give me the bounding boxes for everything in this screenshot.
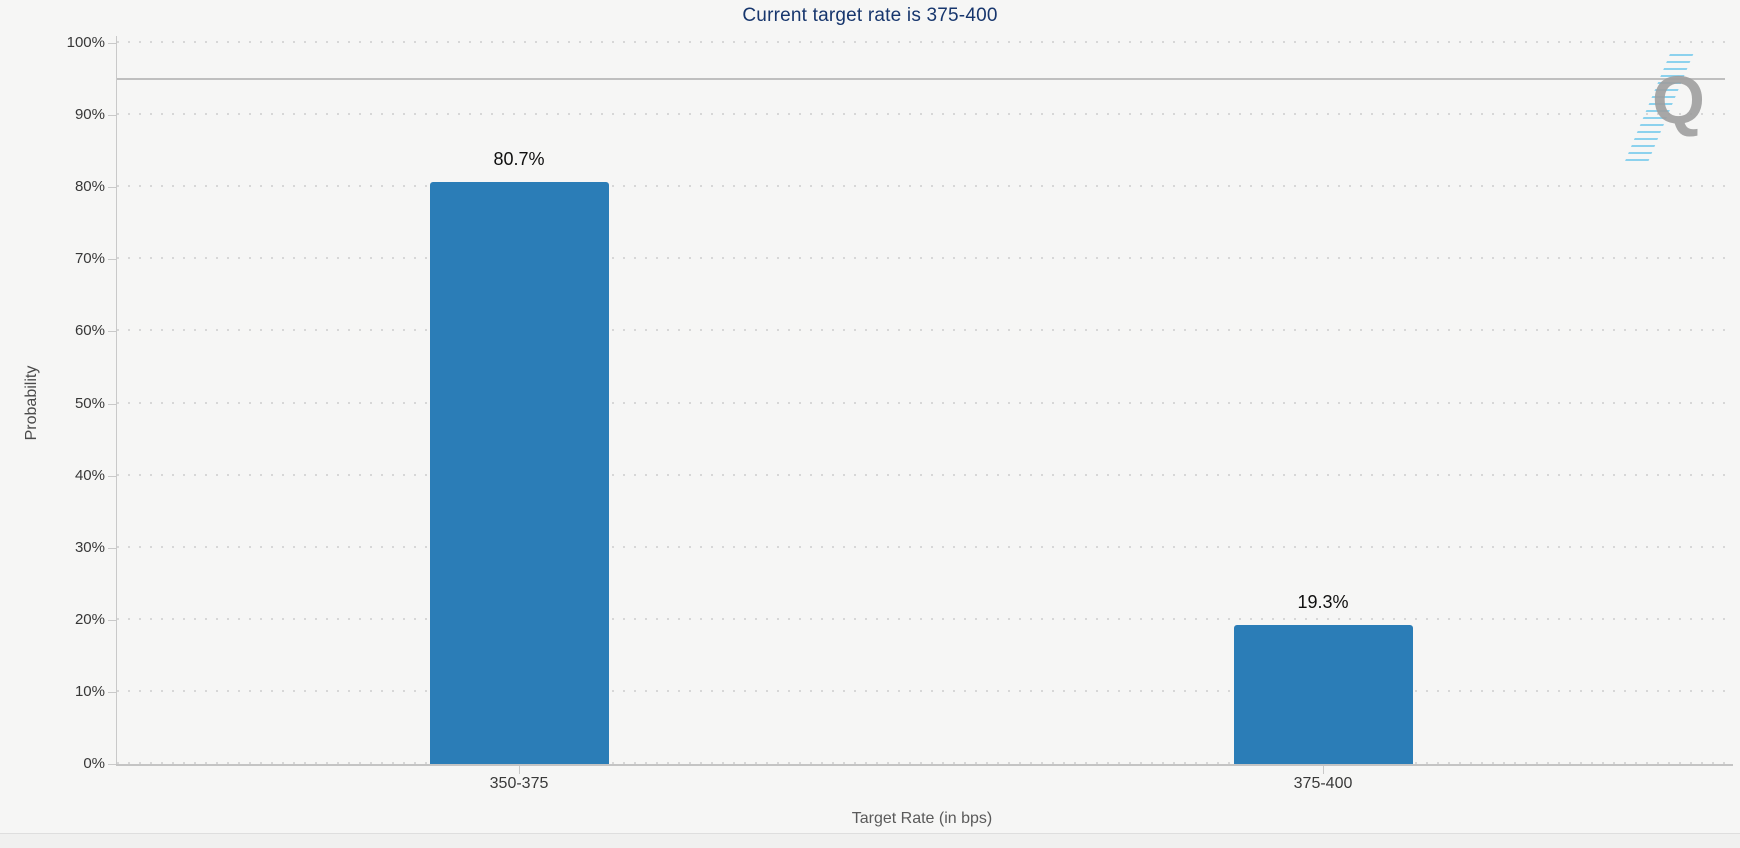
y-tick-label: 0%: [83, 755, 105, 772]
y-gridline: [117, 762, 1725, 764]
y-axis-tick: [108, 331, 117, 333]
bar-value-label: 80.7%: [493, 149, 545, 170]
y-axis-tick: [108, 115, 117, 117]
y-axis-tick: [108, 43, 117, 44]
x-tick-label: 375-400: [1293, 775, 1353, 792]
y-axis-tick: [108, 259, 117, 261]
y-tick-label: 100%: [66, 34, 105, 51]
y-axis-title: Probability: [23, 365, 40, 441]
y-gridline: [117, 113, 1725, 116]
y-tick-label: 70%: [74, 250, 105, 268]
x-axis-tick: [519, 766, 520, 774]
y-gridline: [117, 329, 1725, 332]
watermark-logo: Q: [1614, 52, 1734, 172]
y-gridline: [117, 41, 1725, 43]
x-axis-title: Target Rate (in bps): [851, 810, 993, 827]
y-axis-tick: [108, 764, 117, 765]
y-axis-tick: [108, 691, 117, 693]
reference-line: [117, 78, 1725, 81]
y-tick-label: 60%: [74, 322, 105, 340]
y-gridline: [117, 185, 1725, 188]
y-tick-label: 80%: [74, 178, 105, 196]
chart-title: Current target rate is 375-400: [742, 5, 998, 26]
y-tick-label: 30%: [74, 538, 105, 556]
y-axis-tick: [108, 475, 117, 477]
bar[interactable]: [1233, 624, 1413, 764]
y-tick-label: 90%: [74, 106, 105, 124]
y-axis-tick: [108, 403, 117, 405]
y-gridline: [117, 401, 1725, 404]
x-axis-line: [116, 764, 1733, 766]
y-axis-tick: [108, 187, 117, 189]
q-letter-icon: Q: [1652, 62, 1705, 138]
y-tick-label: 10%: [74, 682, 105, 700]
y-gridline: [117, 689, 1725, 692]
y-axis-tick: [108, 547, 117, 549]
x-tick-label: 350-375: [489, 775, 549, 792]
bar-value-label: 19.3%: [1297, 591, 1349, 612]
y-tick-label: 40%: [74, 466, 105, 484]
y-axis-tick: [108, 619, 117, 621]
y-tick-label: 20%: [74, 610, 105, 628]
y-gridline: [117, 617, 1725, 620]
bar[interactable]: [429, 182, 609, 764]
y-gridline: [117, 473, 1725, 476]
y-gridline: [117, 257, 1725, 260]
x-axis-tick: [1323, 766, 1324, 774]
y-tick-label: 50%: [74, 394, 105, 412]
y-gridline: [117, 545, 1725, 548]
y-axis-line: [116, 36, 117, 764]
